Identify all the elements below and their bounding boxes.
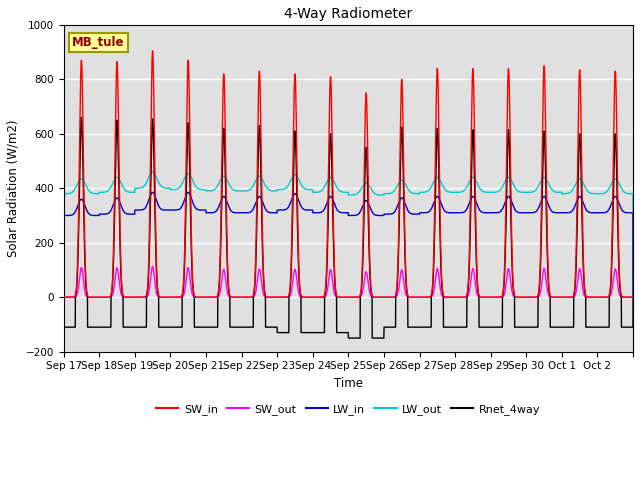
Legend: SW_in, SW_out, LW_in, LW_out, Rnet_4way: SW_in, SW_out, LW_in, LW_out, Rnet_4way xyxy=(152,400,545,420)
Title: 4-Way Radiometer: 4-Way Radiometer xyxy=(284,7,412,21)
X-axis label: Time: Time xyxy=(334,377,363,390)
Y-axis label: Solar Radiation (W/m2): Solar Radiation (W/m2) xyxy=(7,120,20,257)
Text: MB_tule: MB_tule xyxy=(72,36,125,49)
